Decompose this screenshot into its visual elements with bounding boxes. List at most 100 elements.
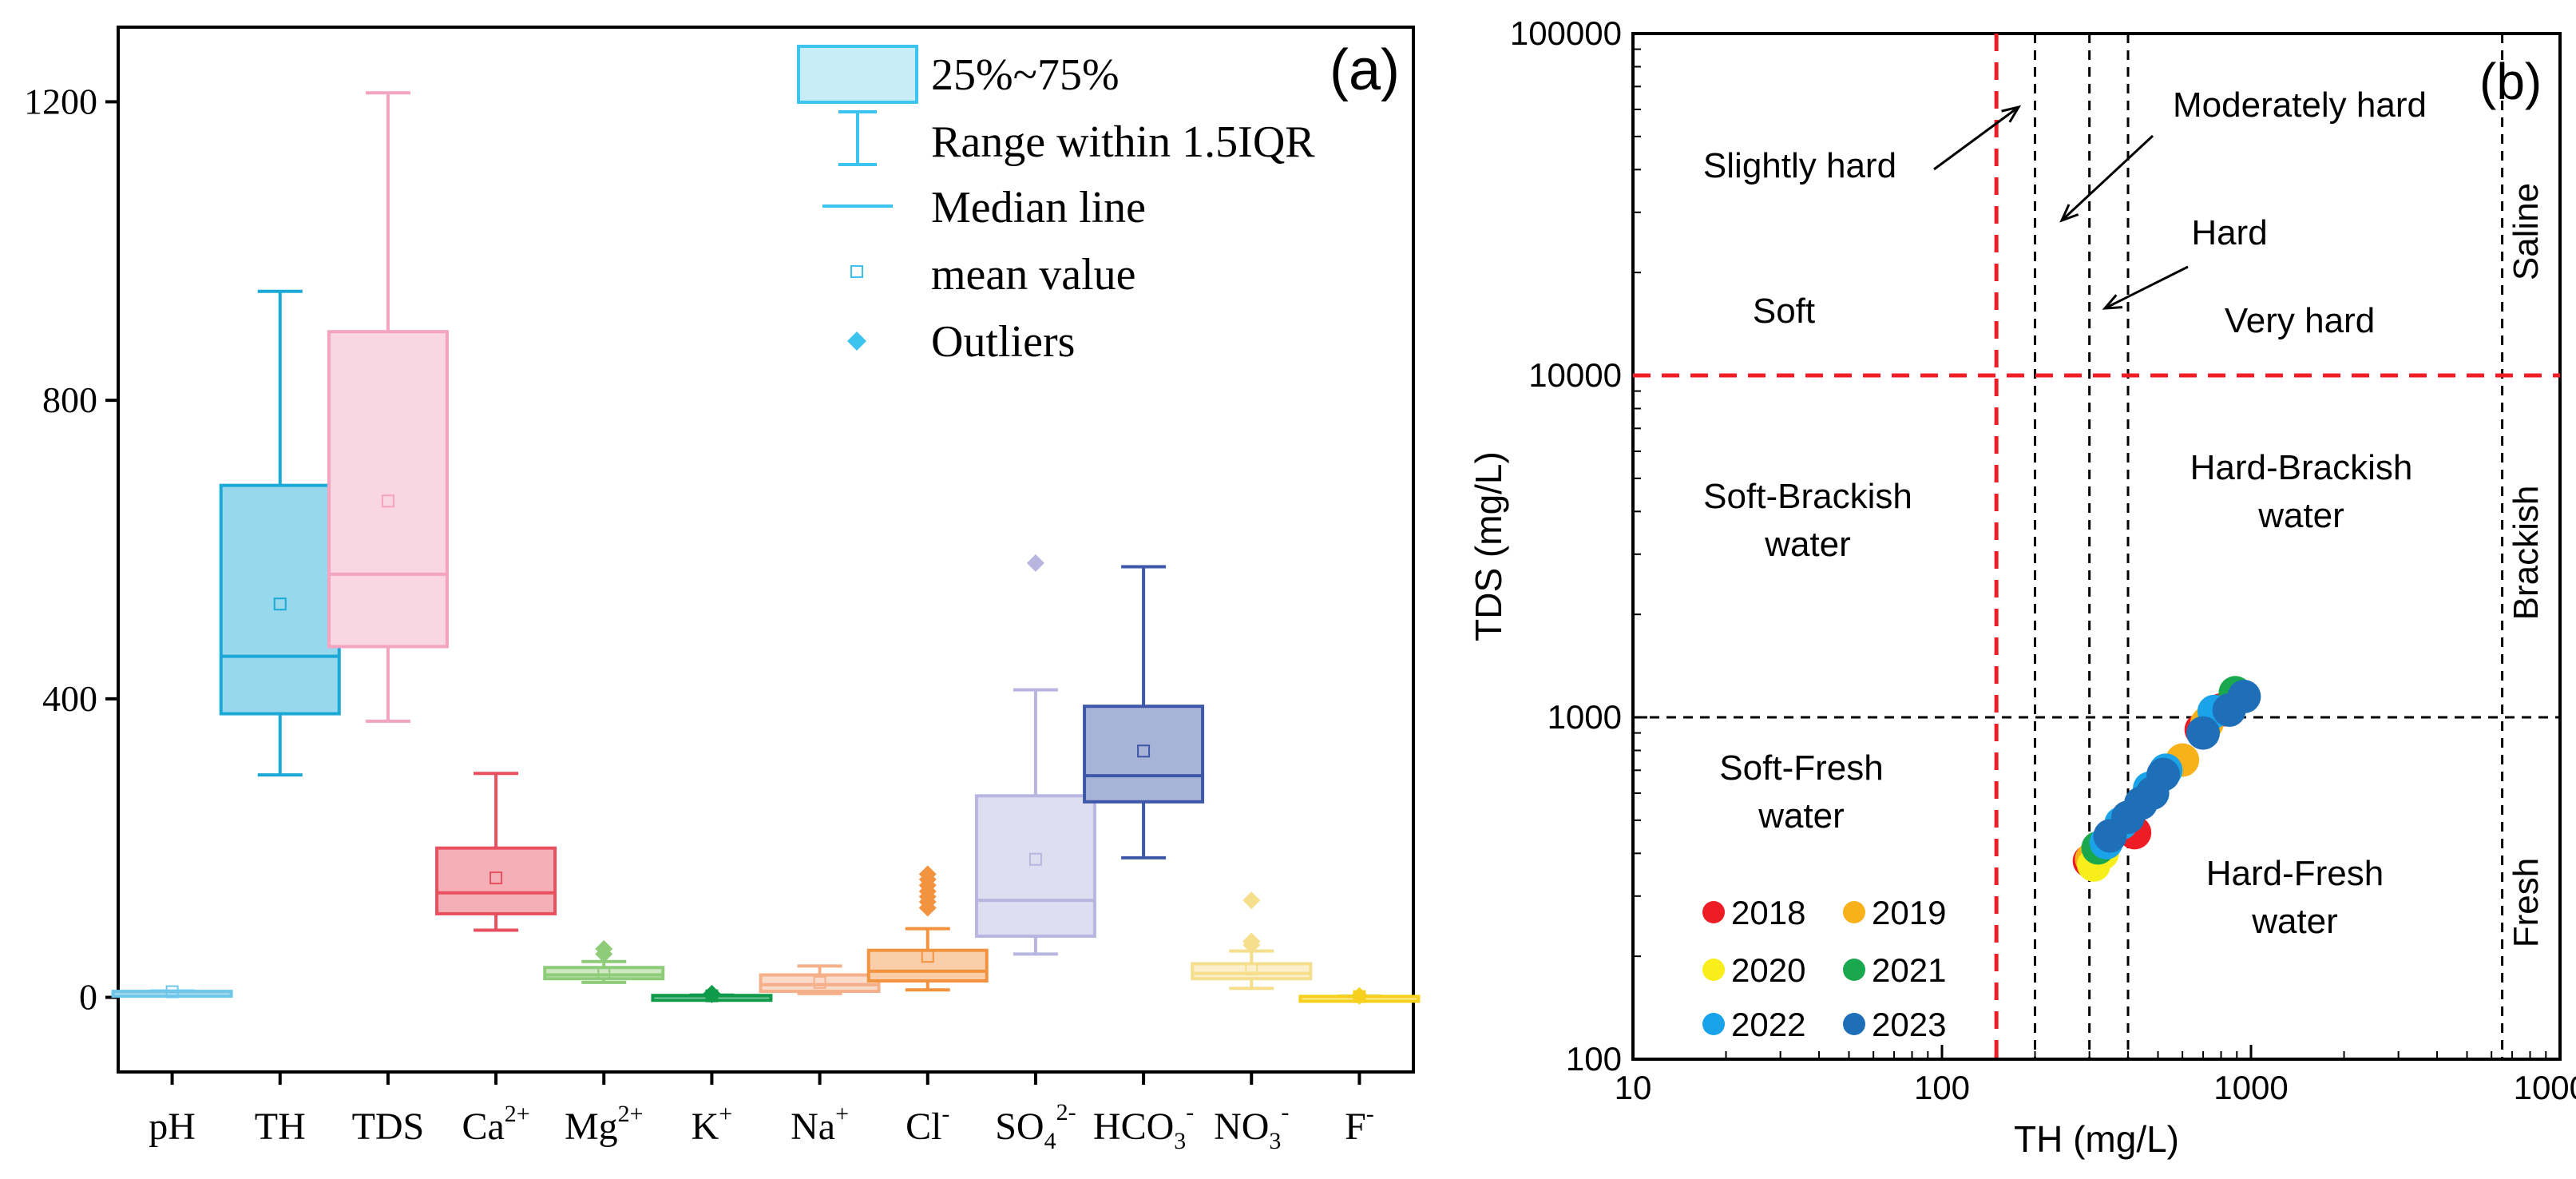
arrow-hard xyxy=(2104,265,2189,310)
legend-label-2021: 2021 xyxy=(1872,951,1946,989)
x-category-label-a: pH xyxy=(149,1106,196,1148)
x-tick-label-b: 10 xyxy=(1615,1069,1652,1106)
region-label-soft-brackish: Soft-Brackish xyxy=(1703,477,1912,516)
box-iqr xyxy=(1083,705,1205,804)
outlier-marker xyxy=(918,865,937,883)
box-TH xyxy=(219,289,341,777)
region-label-saline: Saline xyxy=(2507,183,2546,280)
region-label-soft: Soft xyxy=(1753,292,1815,331)
x-category-label-a: K+ xyxy=(692,1101,733,1148)
box-Na+ xyxy=(759,964,881,995)
region-label-hard-fresh-water: water xyxy=(2251,902,2338,941)
x-category-label-a: Na+ xyxy=(791,1101,849,1148)
mean-marker xyxy=(1028,852,1042,866)
outlier-marker xyxy=(703,985,721,1003)
x-category-label-a: TDS xyxy=(352,1106,425,1148)
y-tick-label-b: 1000 xyxy=(1548,698,1622,736)
x-category-label-a: NO3- xyxy=(1214,1099,1289,1154)
x-category-label-a: TH xyxy=(255,1106,306,1148)
box-HCO3- xyxy=(1083,565,1205,859)
region-label-moderately-hard: Moderately hard xyxy=(2173,85,2427,125)
outlier-marker xyxy=(1242,932,1261,951)
box-iqr xyxy=(974,794,1096,938)
outlier-marker xyxy=(1026,554,1044,572)
x-category-label-a: Ca2+ xyxy=(462,1101,529,1148)
legend-mean-label: mean value xyxy=(931,250,1136,300)
plot-frame-a xyxy=(117,26,1415,1074)
arrow-slightly-hard xyxy=(1933,105,2019,171)
x-tick-label-b: 100 xyxy=(1914,1069,1970,1106)
panel-label-a: (a) xyxy=(1330,38,1400,102)
panel-b-scatter: 10100100010000100100010000100000TH (mg/L… xyxy=(1468,14,2576,1160)
arrow-slightly-hard-head xyxy=(2001,105,2022,123)
plot-frame-b xyxy=(1631,32,2562,1061)
box-iqr xyxy=(327,330,449,649)
region-label-brackish: Brackish xyxy=(2507,486,2546,621)
outlier-marker xyxy=(1242,891,1261,910)
arrow-hard-head xyxy=(2102,294,2123,310)
mean-marker xyxy=(165,985,179,998)
region-label-very-hard: Very hard xyxy=(2225,301,2375,340)
box-iqr xyxy=(435,846,557,915)
mean-marker xyxy=(1245,963,1258,976)
mean-marker xyxy=(273,597,287,611)
legend-mean-swatch xyxy=(850,265,863,278)
box-iqr xyxy=(1191,962,1313,981)
legend-label-2020: 2020 xyxy=(1731,951,1805,989)
legend-iqr-swatch xyxy=(797,45,918,104)
legend-marker-2023 xyxy=(1843,1013,1865,1035)
box-NO3- xyxy=(1191,891,1313,990)
y-tick-label-b: 100 xyxy=(1566,1040,1622,1078)
legend-label-2018: 2018 xyxy=(1731,894,1805,931)
x-axis-label-b: TH (mg/L) xyxy=(2014,1118,2179,1160)
x-category-label-a: HCO3- xyxy=(1093,1099,1194,1154)
y-tick-label-a: 1200 xyxy=(24,81,97,121)
x-category-label-a: Cl- xyxy=(906,1101,949,1148)
legend-median-label: Median line xyxy=(931,183,1146,232)
box-Ca2+ xyxy=(435,772,557,932)
y-tick-label-b: 10000 xyxy=(1528,356,1622,394)
x-category-label-a: Mg2+ xyxy=(565,1101,644,1148)
mean-marker xyxy=(1137,744,1151,758)
region-label-hard-brackish: Hard-Brackish xyxy=(2190,448,2413,487)
x-tick-label-b: 1000 xyxy=(2213,1069,2288,1106)
legend-marker-2022 xyxy=(1702,1013,1725,1035)
box-SO42- xyxy=(974,554,1096,956)
box-K+ xyxy=(651,984,773,1003)
y-axis-label-b: TDS (mg/L) xyxy=(1468,451,1509,641)
legend-range-label: Range within 1.5IQR xyxy=(931,117,1315,167)
legend-marker-2019 xyxy=(1843,901,1865,923)
y-tick-label-a: 800 xyxy=(42,379,97,420)
arrow-moderately-hard xyxy=(2060,134,2154,222)
y-tick-label-b: 100000 xyxy=(1510,14,1622,52)
box-Mg2+ xyxy=(543,939,665,984)
x-tick-label-b: 10000 xyxy=(2514,1069,2576,1106)
mean-marker xyxy=(813,975,826,989)
region-label-hard: Hard xyxy=(2191,213,2267,252)
box-iqr xyxy=(866,948,989,983)
y-tick-label-a: 0 xyxy=(79,977,97,1018)
box-iqr xyxy=(543,966,665,981)
legend-label-2023: 2023 xyxy=(1872,1006,1946,1043)
mean-marker xyxy=(489,871,503,885)
legend-marker-2018 xyxy=(1702,901,1725,923)
outlier-marker xyxy=(1350,986,1369,1005)
data-point-2023 xyxy=(2186,716,2221,750)
x-category-label-a: F- xyxy=(1345,1101,1374,1148)
region-label-soft-brackish-water: water xyxy=(1764,525,1851,564)
data-point-2023 xyxy=(2146,757,2181,792)
mean-marker xyxy=(921,950,934,963)
legend-marker-2020 xyxy=(1702,959,1725,981)
box-F- xyxy=(1298,986,1421,1005)
legend-label-2019: 2019 xyxy=(1872,894,1946,931)
box-TDS xyxy=(327,91,449,723)
data-point-2023 xyxy=(2227,680,2261,714)
x-category-label-a: SO42- xyxy=(995,1099,1076,1154)
legend-outlier-label: Outliers xyxy=(931,317,1075,367)
legend-outlier-swatch xyxy=(847,331,866,351)
outlier-marker xyxy=(595,945,613,963)
legend-label-2022: 2022 xyxy=(1731,1006,1805,1043)
arrow-moderately-hard-head xyxy=(2059,204,2079,223)
